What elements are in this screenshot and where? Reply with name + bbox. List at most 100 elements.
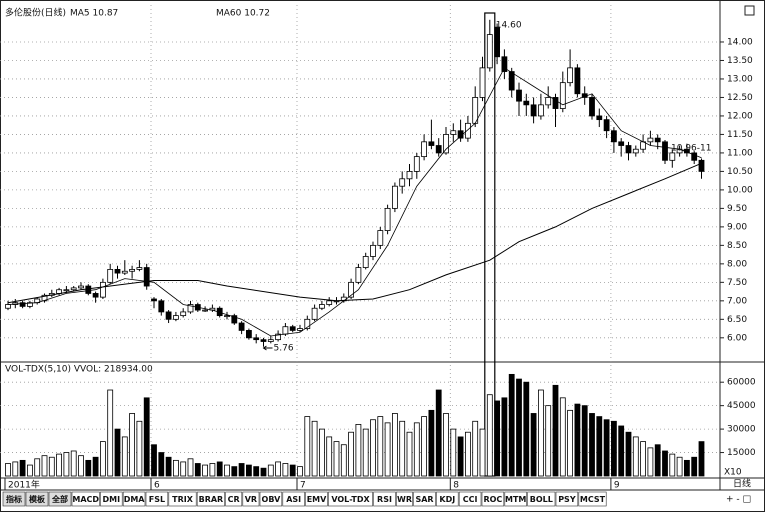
- tab-button[interactable]: [578, 491, 607, 507]
- tab-button[interactable]: [25, 491, 49, 507]
- tab-button[interactable]: [413, 491, 436, 507]
- tab[interactable]: OBV: [259, 491, 283, 507]
- candle-body: [428, 141, 435, 146]
- y-tick-label: 11.00: [727, 148, 753, 158]
- tab[interactable]: BRAR: [196, 491, 225, 507]
- tab-label[interactable]: DMA: [124, 495, 146, 504]
- tab[interactable]: SAR: [413, 491, 436, 507]
- tab-button[interactable]: [100, 491, 123, 507]
- candle-body: [136, 267, 143, 270]
- volume-bar: [224, 464, 230, 477]
- tab-button[interactable]: [282, 491, 305, 507]
- tab-button[interactable]: [259, 491, 283, 507]
- tab-button[interactable]: [122, 491, 146, 507]
- tab-label[interactable]: SAR: [415, 495, 433, 504]
- tab[interactable]: 全部: [48, 491, 72, 507]
- volume-bar: [107, 389, 114, 477]
- tab-label[interactable]: 指标: [6, 494, 22, 504]
- y-tick-label: 10.00: [727, 185, 753, 195]
- tab-label[interactable]: CCI: [463, 495, 478, 504]
- tab-button[interactable]: [481, 491, 505, 507]
- candle-body: [596, 115, 603, 121]
- tab-label[interactable]: OBV: [262, 495, 282, 504]
- tab-label[interactable]: VR: [245, 495, 257, 504]
- tab-button[interactable]: [196, 491, 225, 507]
- tab-button[interactable]: [71, 491, 100, 507]
- tab-button[interactable]: [305, 491, 328, 507]
- tab-label[interactable]: ROC: [483, 495, 502, 504]
- volume-bar: [209, 463, 216, 477]
- tab-button[interactable]: [242, 491, 260, 507]
- tab-label[interactable]: DMI: [103, 495, 121, 504]
- tab[interactable]: TRIX: [168, 491, 197, 507]
- tab-label[interactable]: FSL: [149, 495, 165, 504]
- tab-label[interactable]: MTM: [505, 495, 526, 504]
- tab[interactable]: ASI: [282, 491, 305, 507]
- tab-button[interactable]: [2, 491, 26, 507]
- tab-label[interactable]: WR: [397, 495, 412, 504]
- tab-button[interactable]: [48, 491, 72, 507]
- tab[interactable]: CR: [225, 491, 243, 507]
- tab-button[interactable]: [396, 491, 413, 507]
- tab[interactable]: DMI: [100, 491, 123, 507]
- tab[interactable]: VOL-TDX: [328, 491, 373, 507]
- volume-bar: [172, 459, 179, 477]
- tab-label[interactable]: VOL-TDX: [331, 495, 370, 504]
- candle-body: [5, 304, 11, 309]
- tab-button[interactable]: [504, 491, 527, 507]
- tab[interactable]: 模板: [25, 491, 49, 507]
- candle-body: [413, 156, 420, 172]
- tab[interactable]: CCI: [458, 491, 482, 507]
- tab[interactable]: DMA: [122, 491, 146, 507]
- y-tick-label: 8.50: [727, 241, 747, 251]
- volume-bar: [494, 400, 501, 477]
- tab[interactable]: ROC: [481, 491, 505, 507]
- tab[interactable]: KDJ: [436, 491, 459, 507]
- tab[interactable]: VR: [242, 491, 260, 507]
- tab-button[interactable]: [373, 491, 396, 507]
- tab-button[interactable]: [328, 491, 373, 507]
- tab-label[interactable]: MACD: [72, 495, 99, 504]
- tab-button[interactable]: [555, 491, 579, 507]
- tab-button[interactable]: [168, 491, 197, 507]
- tab-label[interactable]: 全部: [51, 494, 68, 504]
- volume-bar: [260, 467, 267, 477]
- tab[interactable]: BOLL: [527, 491, 556, 507]
- candle-body: [450, 130, 457, 135]
- tab-label[interactable]: BRAR: [199, 495, 224, 504]
- candle-body: [552, 97, 559, 109]
- tab-label[interactable]: MCST: [580, 495, 606, 504]
- tab-label[interactable]: KDJ: [439, 495, 455, 504]
- tab[interactable]: PSY: [555, 491, 579, 507]
- tab-button[interactable]: [527, 491, 556, 507]
- candle-body: [245, 330, 252, 339]
- volume-bar: [158, 452, 165, 477]
- tab-button[interactable]: [458, 491, 482, 507]
- zoom-controls[interactable]: + - □: [726, 495, 751, 505]
- candle-body: [508, 71, 515, 91]
- volume-bar: [530, 413, 537, 477]
- tab-label[interactable]: PSY: [558, 495, 576, 504]
- tab-button[interactable]: [436, 491, 459, 507]
- tab[interactable]: EMV: [305, 491, 328, 507]
- candle-body: [260, 339, 267, 342]
- tab-label[interactable]: BOLL: [530, 495, 553, 504]
- window-icon[interactable]: [744, 5, 755, 16]
- tab-label[interactable]: TRIX: [172, 495, 194, 504]
- tab-label[interactable]: ASI: [286, 495, 301, 504]
- tab-button[interactable]: [145, 491, 169, 507]
- volume-bar: [187, 458, 194, 477]
- tab[interactable]: 指标: [2, 491, 26, 507]
- tab-label[interactable]: CR: [228, 495, 240, 504]
- tab[interactable]: FSL: [145, 491, 169, 507]
- tab[interactable]: MTM: [504, 491, 527, 507]
- tab-label[interactable]: RSI: [377, 495, 392, 504]
- tab[interactable]: WR: [396, 491, 413, 507]
- tab-button[interactable]: [225, 491, 243, 507]
- tab-label[interactable]: EMV: [307, 495, 327, 504]
- tab-label[interactable]: 模板: [29, 494, 46, 504]
- tab[interactable]: MCST: [578, 491, 607, 507]
- tab[interactable]: MACD: [71, 491, 100, 507]
- tab[interactable]: RSI: [373, 491, 396, 507]
- volume-bar: [26, 464, 33, 477]
